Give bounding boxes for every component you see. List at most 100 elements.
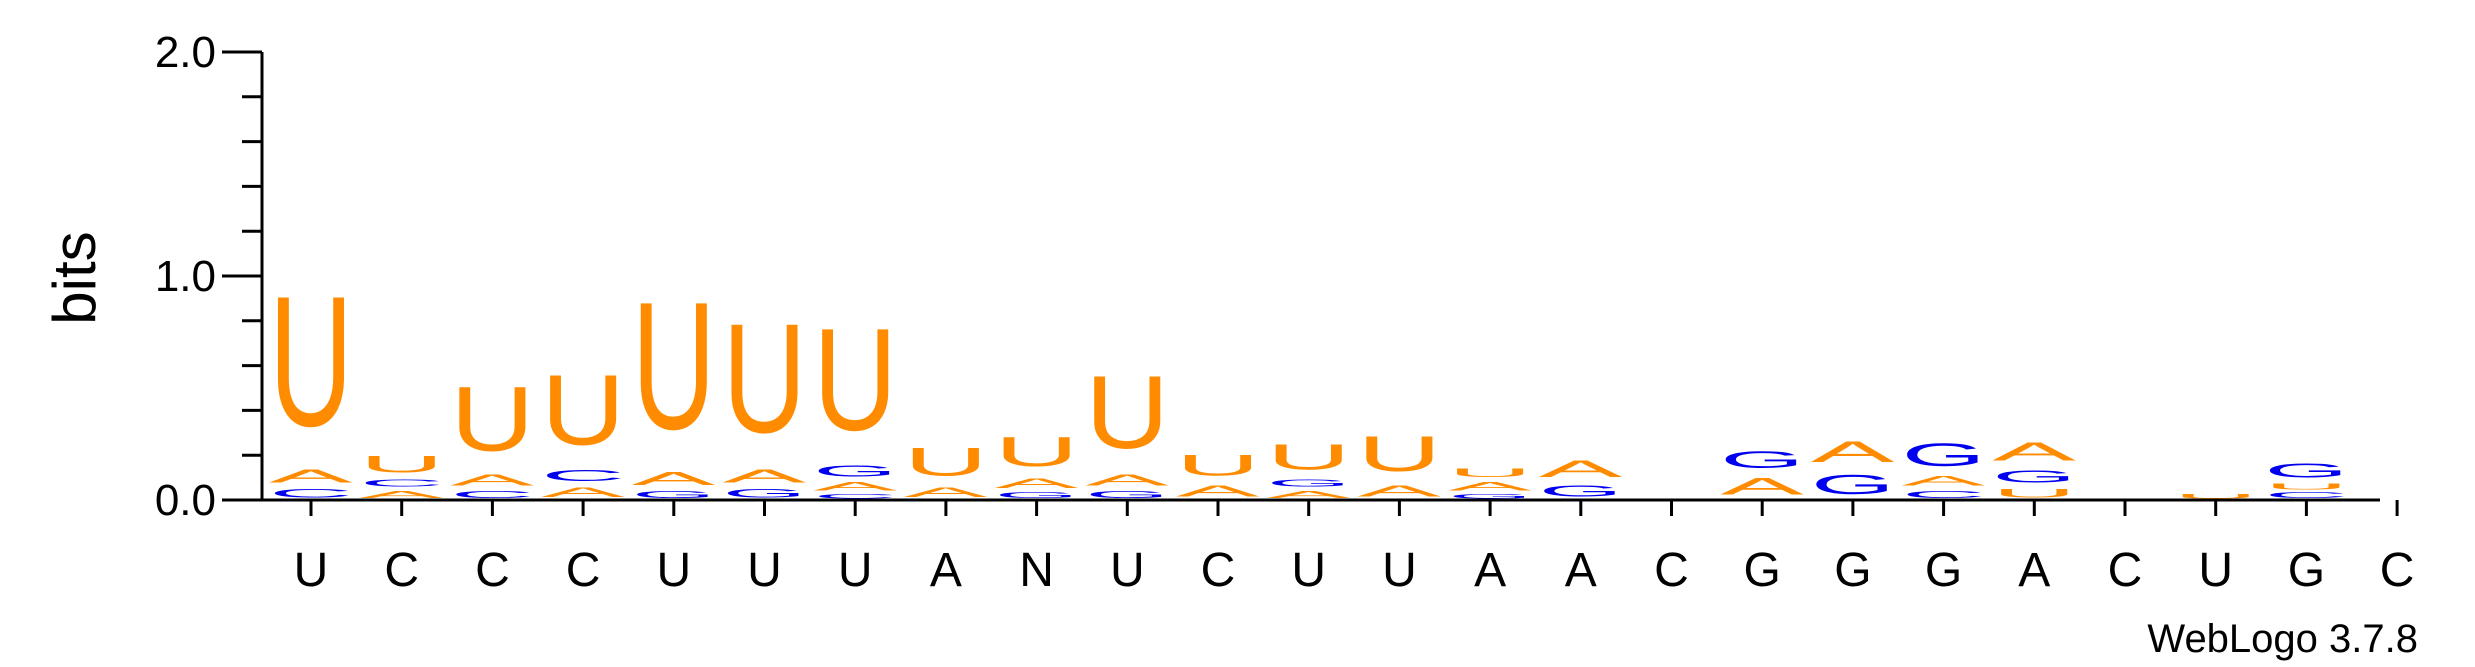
logo-letter-u: U bbox=[450, 368, 534, 471]
logo-column: GA bbox=[1811, 435, 1895, 500]
x-tick-label: C bbox=[475, 544, 510, 597]
logo-column: ACU bbox=[360, 451, 445, 500]
weblogo-credit: WebLogo 3.7.8 bbox=[2147, 617, 2418, 661]
logo-letter-a: A bbox=[904, 484, 988, 500]
logo-letter-g: G bbox=[1085, 489, 1169, 500]
logo-column: U bbox=[2174, 493, 2258, 500]
y-tick-label: 1.0 bbox=[155, 252, 216, 301]
x-tick-label: A bbox=[1474, 544, 1506, 597]
logo-letter-g: G bbox=[995, 491, 1079, 500]
logo-letter-u: U bbox=[723, 291, 807, 466]
logo-letter-a: A bbox=[723, 466, 807, 486]
x-tick-label: A bbox=[1565, 544, 1597, 597]
logo-letter-a: A bbox=[1085, 471, 1169, 489]
logo-letter-u: U bbox=[269, 258, 353, 465]
logo-column: AU bbox=[1176, 448, 1260, 500]
x-tick-label: U bbox=[1110, 544, 1145, 597]
x-tick-label: U bbox=[2198, 544, 2233, 597]
logo-letter-u: U bbox=[995, 428, 1079, 475]
logo-letter-c: C bbox=[1902, 489, 1986, 500]
logo-column: CAU bbox=[269, 258, 353, 500]
x-tick-label: C bbox=[2380, 544, 2415, 597]
x-tick-label: C bbox=[1201, 544, 1236, 597]
logo-column: GAU bbox=[1448, 466, 1532, 500]
logo-letter-g: G bbox=[1267, 478, 1351, 489]
logo-letter-a: A bbox=[360, 489, 445, 500]
logo-letter-a: A bbox=[1267, 489, 1352, 500]
logo-letter-u: U bbox=[541, 354, 625, 466]
logo-letter-a: A bbox=[450, 471, 534, 489]
logo-letter-a: A bbox=[541, 484, 625, 500]
logo-letter-g: G bbox=[1902, 437, 1986, 473]
y-tick-label: 2.0 bbox=[155, 28, 216, 77]
logo-letter-a: A bbox=[1357, 482, 1441, 500]
logo-letter-u: U bbox=[813, 298, 897, 461]
y-axis-title: bits bbox=[41, 231, 108, 324]
logo-letter-u: U bbox=[904, 440, 988, 485]
x-tick-label: G bbox=[1925, 544, 1962, 597]
logo-letter-a: A bbox=[1992, 437, 2076, 466]
logo-column: CAU bbox=[450, 368, 534, 500]
x-tick-label: U bbox=[838, 544, 873, 597]
logo-letter-g: G bbox=[632, 489, 716, 500]
logo-letter-g: G bbox=[1720, 446, 1804, 473]
logo-letter-g: G bbox=[1539, 482, 1623, 500]
logo-column: GAU bbox=[995, 428, 1079, 500]
logo-letter-g: G bbox=[1811, 469, 1895, 500]
logo-letter-a: A bbox=[1448, 480, 1532, 493]
x-tick-label: U bbox=[1382, 544, 1417, 597]
logo-column: CUG bbox=[2264, 460, 2348, 500]
logo-letter-g: G bbox=[1992, 467, 2076, 487]
logo-letter-c: C bbox=[813, 493, 897, 500]
logo-letter-u: U bbox=[1992, 486, 2076, 499]
logo-letter-u: U bbox=[360, 451, 444, 478]
x-tick-label: C bbox=[2108, 544, 2143, 597]
logo-letter-a: A bbox=[269, 466, 353, 486]
logo-column: GAU bbox=[632, 265, 716, 500]
logo-letter-u: U bbox=[2264, 482, 2348, 491]
logo-column: GAU bbox=[723, 291, 807, 500]
logo-letter-a: A bbox=[1720, 473, 1805, 500]
logo-letter-g: G bbox=[1448, 493, 1532, 500]
logo-letter-u: U bbox=[1357, 426, 1441, 482]
logo-letter-c: C bbox=[2264, 491, 2348, 500]
x-tick-label: U bbox=[1291, 544, 1326, 597]
x-tick-label: C bbox=[1654, 544, 1689, 597]
logo-letter-u: U bbox=[1267, 437, 1351, 477]
logo-letter-c: C bbox=[450, 489, 534, 500]
logo-letter-a: A bbox=[1176, 482, 1260, 500]
logo-letter-u: U bbox=[2174, 493, 2258, 500]
logo-letter-u: U bbox=[632, 265, 716, 468]
x-tick-label: C bbox=[566, 544, 601, 597]
letter-stacks: CAUACUCAUACUGAUGAUCAGUAUGAUGAUAUAGUAUGAU… bbox=[269, 258, 2348, 500]
logo-letter-a: A bbox=[995, 475, 1079, 491]
logo-letter-a: A bbox=[632, 469, 716, 489]
logo-letter-g: G bbox=[813, 462, 897, 480]
logo-column: CAG bbox=[1902, 437, 1986, 500]
logo-column: ACU bbox=[541, 354, 625, 500]
logo-column: UGA bbox=[1992, 437, 2076, 500]
logo-letter-a: A bbox=[813, 480, 897, 493]
x-tick-label: G bbox=[1834, 544, 1871, 597]
logo-letter-u: U bbox=[1085, 355, 1169, 471]
logo-column: AU bbox=[904, 440, 988, 500]
logo-column: AG bbox=[1720, 446, 1805, 500]
logo-column: AGU bbox=[1267, 437, 1352, 499]
x-tick-label: N bbox=[1019, 544, 1054, 597]
logo-letter-a: A bbox=[1811, 435, 1895, 469]
logo-letter-g: G bbox=[2264, 460, 2348, 482]
logo-letter-a: A bbox=[1539, 455, 1624, 482]
x-tick-label: U bbox=[656, 544, 691, 597]
logo-letter-g: G bbox=[723, 487, 807, 500]
logo-letter-c: C bbox=[360, 478, 444, 489]
x-tick-label: A bbox=[2018, 544, 2050, 597]
x-tick-label: G bbox=[2288, 544, 2325, 597]
logo-column: AU bbox=[1357, 426, 1441, 500]
y-tick-label: 0.0 bbox=[155, 476, 216, 525]
logo-letter-u: U bbox=[1176, 448, 1260, 482]
x-tick-label: U bbox=[294, 544, 329, 597]
y-axis: 0.0 1.0 2.0 bbox=[155, 28, 264, 525]
